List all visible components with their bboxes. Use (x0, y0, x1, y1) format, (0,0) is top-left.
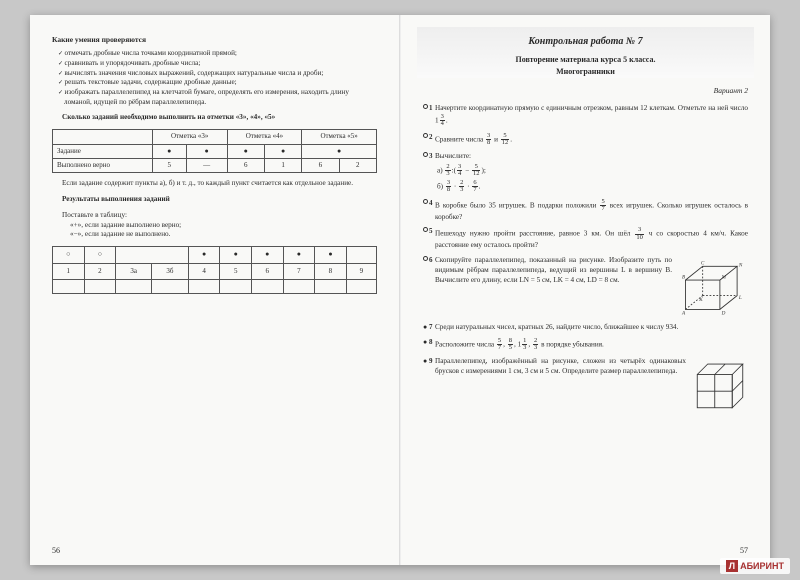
skill-item: изображать параллелепипед на клетчатой б… (58, 88, 377, 107)
task-9: ● 9 Параллелепипед, изображённый на рису… (423, 357, 748, 413)
table-row (53, 279, 377, 293)
table-row: ○ ○ ● ● ● ● ● (53, 247, 377, 263)
parallelepiped-diagram: B C N M A K L D (678, 256, 748, 318)
put-text: Поставьте в таблицу: (52, 211, 377, 221)
task-3: 3 Вычислите: а) 23:(34 − 512); б) 38 · 2… (423, 152, 748, 194)
task-8: ● 8 Расположите числа 57, 85, 113, 23 в … (423, 338, 748, 352)
task-2: 2 Сравните числа 38 и 512. (423, 133, 748, 147)
page-right: Контрольная работа № 7 Повторение матери… (400, 15, 770, 565)
how-many-heading: Сколько заданий необходимо выполнить на … (52, 113, 377, 123)
task-4: 4 В коробке было 35 игрушек. В подарки п… (423, 199, 748, 223)
skill-item: сравнивать и упорядочивать дробные числа… (58, 59, 377, 69)
logo-text: АБИРИНТ (740, 561, 784, 571)
svg-text:D: D (721, 311, 726, 317)
bricks-diagram (692, 357, 748, 413)
col-header: Отметка «3» (152, 130, 227, 144)
svg-text:B: B (682, 274, 686, 280)
table-row: Задание ● ● ● ● ● (53, 144, 377, 158)
svg-text:M: M (721, 274, 727, 280)
svg-text:K: K (698, 297, 703, 303)
skill-item: отмечать дробные числа точками координат… (58, 49, 377, 59)
task-1: 1 Начертите координатную прямую с единич… (423, 104, 748, 128)
variant-label: Вариант 2 (423, 86, 748, 96)
task-5: 5 Пешеходу нужно пройти расстояние, равн… (423, 227, 748, 251)
task-7: ● 7 Среди натуральных чисел, кратных 26,… (423, 323, 748, 333)
page-left: Какие умения проверяются отмечать дробны… (30, 15, 400, 565)
task-6: 6 Скопируйте параллелепипед, показанный … (423, 256, 748, 318)
grade-table: Отметка «3» Отметка «4» Отметка «5» Зада… (52, 129, 377, 173)
svg-text:N: N (738, 262, 743, 268)
svg-text:A: A (681, 311, 686, 317)
skill-item: решать текстовые задачи, содержащие дроб… (58, 78, 377, 88)
skill-item: вычислять значения числовых выражений, с… (58, 69, 377, 79)
page-number: 57 (740, 546, 748, 557)
table-row: Отметка «3» Отметка «4» Отметка «5» (53, 130, 377, 144)
book-spread: Какие умения проверяются отмечать дробны… (30, 15, 770, 565)
logo-letter: Л (726, 560, 738, 572)
minus-text: «−», если задание не выполнено. (52, 230, 377, 240)
table-row: Выполнено верно 5 — 6 1 6 2 (53, 159, 377, 173)
results-table: ○ ○ ● ● ● ● ● 1 2 3а 3б 4 5 6 7 8 9 (52, 246, 377, 294)
page-number: 56 (52, 546, 60, 557)
test-subtitle: Повторение материала курса 5 класса. (423, 55, 748, 66)
watermark-logo: ЛАБИРИНТ (720, 558, 790, 574)
skills-heading: Какие умения проверяются (52, 35, 377, 45)
header-block: Контрольная работа № 7 Повторение матери… (417, 27, 754, 78)
svg-text:C: C (701, 261, 705, 267)
results-heading: Результаты выполнения заданий (52, 195, 377, 205)
plus-text: «+», если задание выполнено верно; (52, 221, 377, 231)
col-header: Отметка «4» (227, 130, 302, 144)
col-header: Отметка «5» (302, 130, 377, 144)
test-subtitle: Многогранники (423, 67, 748, 78)
skills-list: отмечать дробные числа точками координат… (52, 49, 377, 107)
table-row: 1 2 3а 3б 4 5 6 7 8 9 (53, 263, 377, 279)
note-text: Если задание содержит пункты а), б) и т.… (52, 179, 377, 189)
svg-text:L: L (738, 295, 742, 301)
test-title: Контрольная работа № 7 (423, 35, 748, 49)
